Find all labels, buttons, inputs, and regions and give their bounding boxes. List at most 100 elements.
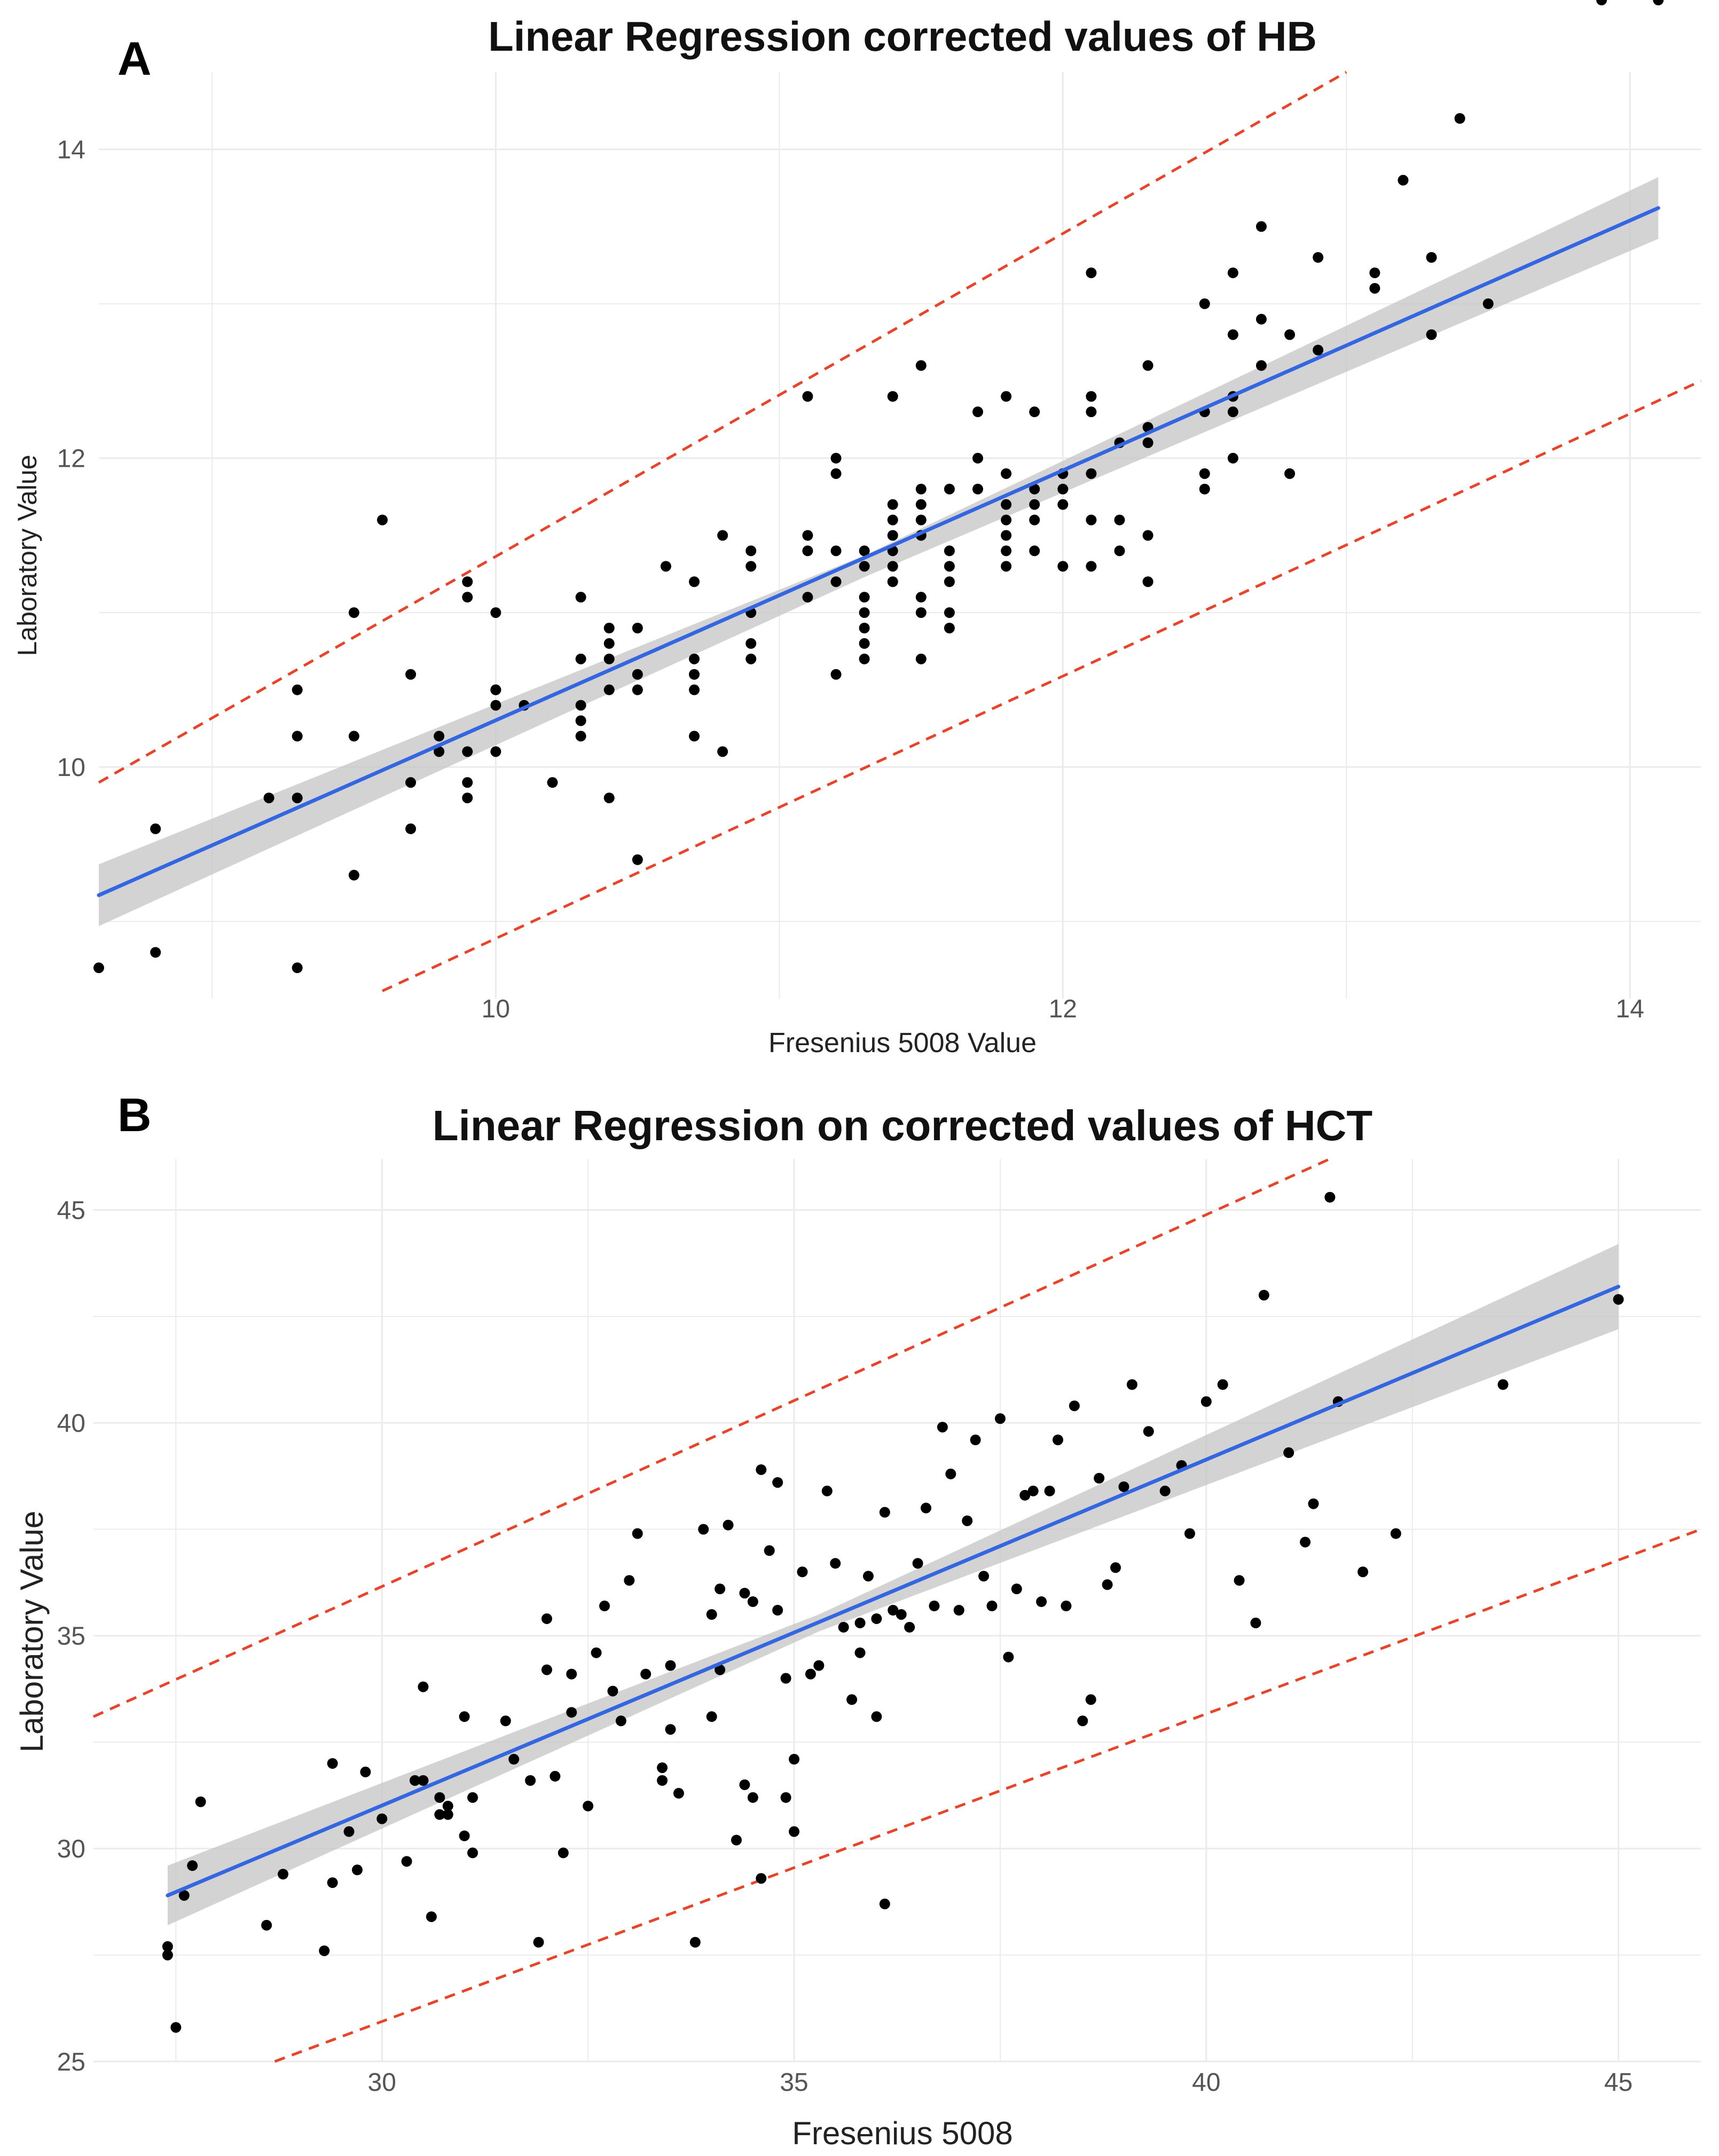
- data-point: [838, 1621, 849, 1633]
- data-point: [558, 1847, 569, 1859]
- data-point: [462, 576, 473, 587]
- data-point: [434, 1809, 445, 1820]
- data-point: [723, 1519, 734, 1531]
- data-point: [821, 1485, 833, 1496]
- data-point: [603, 793, 615, 804]
- x-tick-label: 10: [482, 995, 510, 1023]
- panel-b-ticks: 30 35 40 45 25 30 35 40 45: [57, 1196, 1633, 2097]
- data-point: [1001, 545, 1012, 556]
- data-point: [715, 1583, 726, 1595]
- data-point: [830, 468, 842, 479]
- data-point: [405, 823, 417, 834]
- data-point: [405, 777, 417, 788]
- data-point: [1258, 1290, 1269, 1301]
- data-point: [802, 545, 813, 556]
- data-point: [93, 962, 104, 974]
- data-point: [929, 1601, 940, 1612]
- panel-a-fit-line: [97, 206, 1660, 897]
- data-point: [1001, 530, 1012, 541]
- data-point: [490, 684, 501, 695]
- data-point: [673, 1787, 684, 1799]
- data-point: [1069, 1400, 1080, 1412]
- data-point: [459, 1711, 470, 1722]
- data-point: [657, 1775, 668, 1786]
- data-point: [986, 1601, 998, 1612]
- data-point: [490, 607, 501, 618]
- data-point: [1426, 329, 1437, 340]
- data-point: [1142, 360, 1153, 371]
- data-point: [603, 623, 615, 633]
- data-point: [278, 1869, 289, 1880]
- data-point: [360, 1766, 371, 1777]
- data-point: [261, 1919, 272, 1931]
- data-point: [632, 623, 643, 633]
- data-point: [887, 391, 898, 402]
- data-point: [854, 1647, 866, 1658]
- data-point: [756, 1873, 767, 1884]
- data-point: [1143, 1426, 1154, 1437]
- data-point: [319, 1945, 330, 1956]
- panel-b-y-axis-label: Laboratory Value: [14, 1511, 50, 1753]
- data-point: [888, 1605, 899, 1616]
- data-point: [805, 1668, 816, 1680]
- data-point: [1110, 1562, 1121, 1573]
- data-point: [859, 653, 870, 664]
- data-point: [1036, 1596, 1047, 1608]
- data-point: [1159, 1485, 1171, 1496]
- data-point: [706, 1609, 717, 1620]
- data-point: [1086, 468, 1097, 479]
- y-tick-label: 12: [57, 445, 85, 473]
- data-point: [351, 1864, 363, 1876]
- data-point: [896, 1609, 907, 1620]
- data-point: [263, 793, 274, 804]
- data-point: [1284, 329, 1296, 340]
- data-point: [1482, 298, 1494, 309]
- data-point: [1029, 483, 1040, 495]
- data-point: [410, 1775, 420, 1786]
- data-point: [376, 1813, 388, 1824]
- data-point: [970, 1434, 981, 1446]
- data-point: [715, 1664, 726, 1675]
- data-point: [756, 1464, 767, 1475]
- data-point: [343, 1826, 355, 1837]
- data-point: [944, 576, 955, 587]
- data-point: [937, 1422, 948, 1433]
- data-point: [994, 1413, 1006, 1424]
- data-point: [962, 1515, 973, 1526]
- panel-a-ticks: 10 12 14 10 12 14: [57, 136, 1644, 1023]
- data-point: [547, 777, 558, 788]
- data-point: [1086, 391, 1097, 402]
- data-point: [780, 1673, 791, 1684]
- data-point: [953, 1605, 964, 1616]
- data-point: [689, 653, 700, 664]
- panel-a: A Linear Regression corrected values of …: [12, 0, 1702, 1059]
- panel-a-y-axis-label: Laboratory Value: [12, 454, 42, 656]
- data-point: [871, 1613, 882, 1624]
- data-point: [434, 746, 445, 757]
- data-point: [292, 793, 303, 804]
- panel-b-confidence-band: [167, 1244, 1619, 1925]
- panel-a-x-axis-label: Fresenius 5008 Value: [768, 1028, 1037, 1059]
- data-point: [689, 669, 700, 680]
- data-point: [745, 545, 757, 556]
- data-point: [772, 1477, 783, 1488]
- data-point: [632, 854, 643, 865]
- data-point: [972, 406, 984, 418]
- data-point: [575, 715, 586, 726]
- data-point: [660, 561, 671, 572]
- data-point: [945, 1468, 956, 1479]
- data-point: [1255, 313, 1267, 325]
- data-point: [508, 1754, 520, 1765]
- data-point: [462, 592, 473, 603]
- data-point: [944, 607, 955, 618]
- data-point: [1283, 1447, 1294, 1459]
- data-point: [1085, 1694, 1096, 1705]
- data-point: [1255, 221, 1267, 232]
- data-point: [1001, 561, 1012, 572]
- data-point: [978, 1571, 990, 1582]
- data-point: [944, 561, 955, 572]
- data-point: [887, 514, 898, 526]
- data-point: [665, 1724, 676, 1735]
- data-point: [1001, 514, 1012, 526]
